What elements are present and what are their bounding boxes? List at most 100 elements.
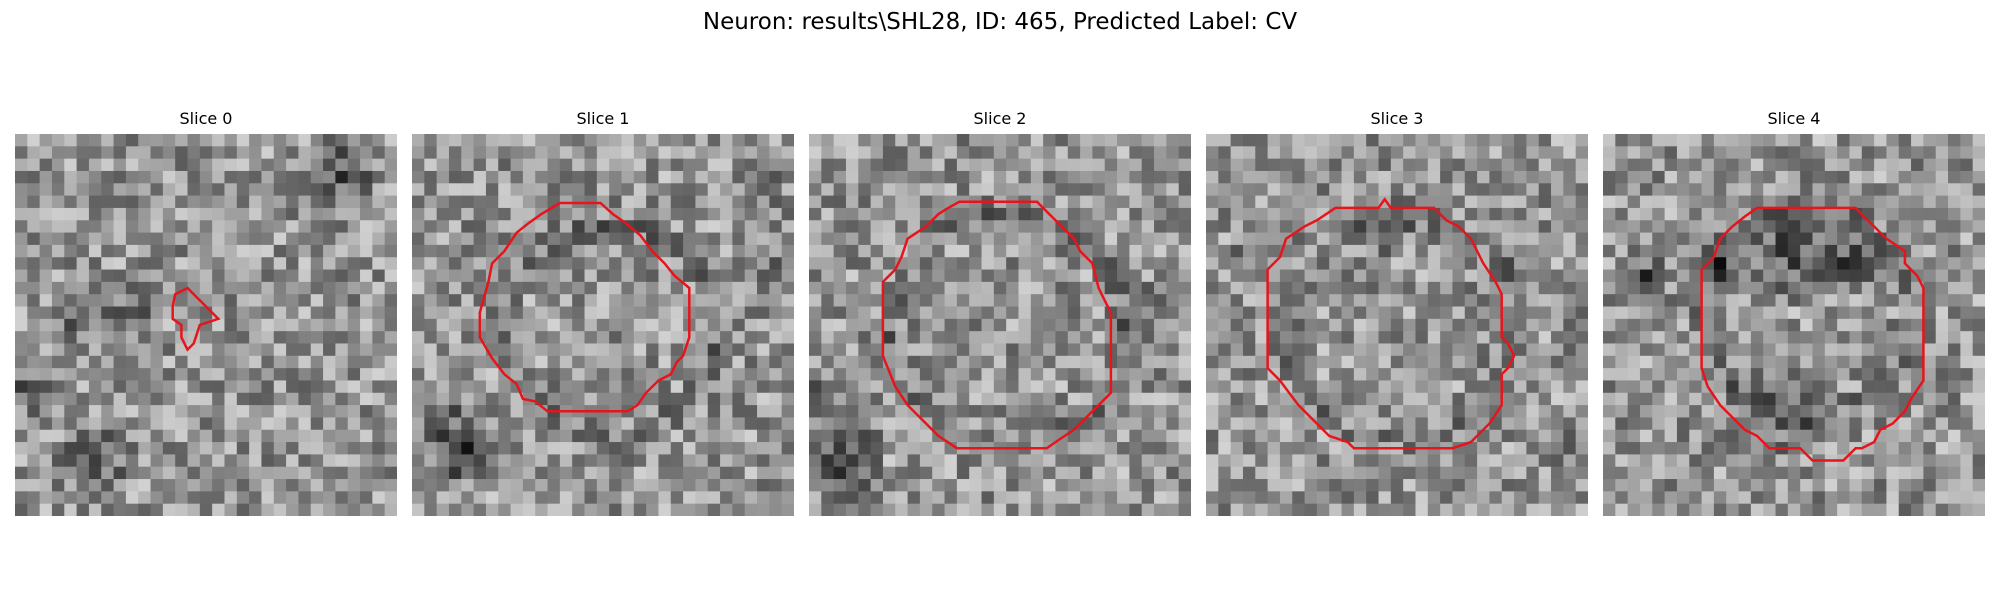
image-pixel	[1849, 479, 1863, 492]
image-pixel	[113, 257, 127, 271]
image-pixel	[1452, 232, 1466, 246]
image-pixel	[621, 479, 635, 492]
image-pixel	[1440, 195, 1454, 209]
image-pixel	[424, 318, 438, 332]
image-pixel	[1960, 244, 1974, 258]
image-pixel	[473, 503, 487, 516]
image-pixel	[821, 479, 835, 492]
image-pixel	[1366, 232, 1380, 246]
image-pixel	[809, 134, 822, 147]
image-pixel	[138, 146, 152, 160]
image-pixel	[670, 392, 684, 406]
image-pixel	[670, 257, 684, 271]
image-pixel	[1713, 170, 1727, 184]
image-pixel	[919, 318, 933, 332]
image-pixel	[932, 306, 946, 320]
image-pixel	[1812, 269, 1826, 283]
image-pixel	[707, 491, 721, 505]
image-pixel	[956, 417, 970, 431]
image-pixel	[981, 220, 995, 234]
image-pixel	[993, 306, 1007, 320]
image-pixel	[1726, 331, 1740, 345]
image-pixel	[1292, 183, 1306, 197]
image-pixel	[335, 343, 349, 357]
image-pixel	[412, 220, 425, 234]
image-pixel	[448, 232, 462, 246]
image-pixel	[51, 503, 65, 516]
image-pixel	[683, 232, 697, 246]
image-pixel	[1067, 392, 1081, 406]
image-pixel	[1055, 146, 1069, 160]
image-pixel	[1006, 405, 1020, 419]
image-pixel	[15, 281, 28, 295]
image-pixel	[858, 306, 872, 320]
image-pixel	[360, 170, 373, 184]
image-pixel	[1849, 220, 1863, 234]
image-pixel	[138, 466, 152, 480]
image-pixel	[298, 442, 312, 455]
image-pixel	[1390, 503, 1404, 516]
image-pixel	[461, 232, 475, 246]
image-pixel	[335, 368, 349, 382]
image-pixel	[1366, 294, 1380, 308]
image-pixel	[720, 454, 733, 468]
image-pixel	[1403, 318, 1417, 332]
image-pixel	[1092, 454, 1106, 468]
image-pixel	[88, 257, 102, 271]
image-pixel	[1763, 405, 1777, 419]
image-pixel	[1824, 417, 1838, 431]
image-pixel	[360, 146, 373, 160]
image-pixel	[150, 183, 164, 197]
image-pixel	[919, 158, 933, 172]
image-pixel	[1615, 503, 1629, 516]
image-pixel	[1676, 392, 1690, 406]
image-pixel	[1563, 134, 1577, 147]
image-pixel	[27, 368, 41, 382]
image-pixel	[1092, 232, 1106, 246]
slice-image-4	[1603, 134, 1985, 516]
image-pixel	[150, 195, 164, 209]
image-pixel	[286, 343, 300, 357]
image-pixel	[286, 392, 300, 406]
image-pixel	[1067, 195, 1081, 209]
image-pixel	[633, 281, 647, 295]
image-pixel	[535, 244, 549, 258]
image-pixel	[1427, 429, 1441, 443]
image-pixel	[1279, 306, 1293, 320]
image-pixel	[1886, 306, 1900, 320]
image-pixel	[1960, 343, 1974, 357]
image-pixel	[1218, 170, 1232, 184]
image-pixel	[1898, 134, 1912, 147]
image-pixel	[1403, 257, 1417, 271]
image-pixel	[969, 244, 983, 258]
image-pixel	[1030, 207, 1044, 221]
image-pixel	[870, 454, 884, 468]
image-pixel	[1255, 417, 1269, 431]
image-pixel	[1911, 331, 1924, 345]
image-pixel	[1080, 294, 1094, 308]
image-pixel	[969, 417, 983, 431]
image-pixel	[1018, 318, 1032, 332]
image-pixel	[175, 232, 189, 246]
image-pixel	[584, 294, 598, 308]
image-pixel	[559, 429, 573, 443]
image-pixel	[757, 170, 770, 184]
image-pixel	[683, 491, 697, 505]
image-pixel	[1960, 380, 1974, 394]
image-pixel	[1353, 220, 1367, 234]
image-pixel	[907, 380, 921, 394]
image-pixel	[609, 170, 623, 184]
image-pixel	[412, 244, 425, 258]
image-pixel	[1615, 368, 1629, 382]
image-pixel	[609, 503, 623, 516]
image-pixel	[833, 306, 847, 320]
image-pixel	[981, 343, 995, 357]
image-pixel	[907, 269, 921, 283]
image-pixel	[1837, 331, 1851, 345]
image-pixel	[1575, 318, 1588, 332]
image-pixel	[1166, 417, 1180, 431]
image-pixel	[510, 207, 524, 221]
image-pixel	[744, 257, 758, 271]
image-pixel	[1206, 318, 1219, 332]
image-pixel	[1526, 429, 1540, 443]
